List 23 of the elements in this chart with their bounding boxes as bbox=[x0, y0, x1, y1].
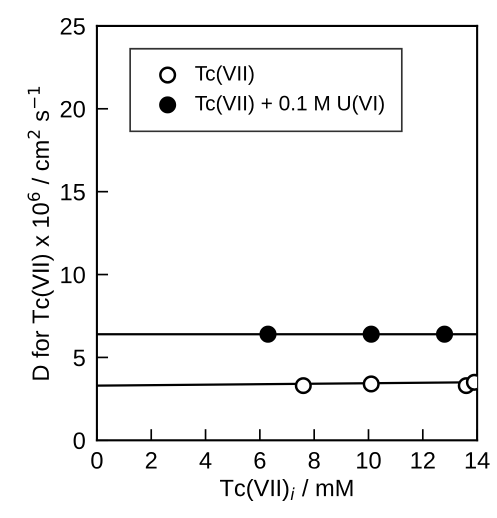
point bbox=[259, 326, 277, 343]
legend-label: Tc(VII) + 0.1 M U(VI) bbox=[195, 95, 384, 115]
x-tick-label: 12 bbox=[411, 452, 435, 469]
x-tick-label: 8 bbox=[308, 452, 320, 469]
x-axis-title: Tc(VII)$_{i}$ / mM bbox=[220, 478, 352, 501]
x-tick-label: 0 bbox=[91, 452, 103, 469]
x-tick-label: 14 bbox=[466, 452, 490, 469]
point bbox=[294, 377, 312, 394]
x-tick-label: 2 bbox=[146, 452, 157, 469]
x-tick-label: 10 bbox=[357, 452, 381, 469]
y-tick-label: 15 bbox=[61, 184, 85, 200]
y-tick-label: 5 bbox=[74, 350, 85, 366]
point bbox=[436, 326, 454, 343]
x-tick-label: 4 bbox=[200, 452, 212, 469]
y-tick-label: 20 bbox=[60, 100, 85, 118]
point bbox=[362, 375, 380, 392]
y-axis-title: D for Tc(VII) x 10$^{6}$ / cm$^{2}$ s$^{−1}$ bbox=[28, 86, 54, 380]
legend-label: Tc(VII) bbox=[195, 65, 254, 85]
y-tick-label: 0 bbox=[74, 432, 85, 450]
y-tick-label: 25 bbox=[60, 18, 85, 35]
y-tick-label: 10 bbox=[61, 266, 85, 284]
point bbox=[362, 326, 380, 343]
x-tick-label: 6 bbox=[254, 452, 266, 469]
